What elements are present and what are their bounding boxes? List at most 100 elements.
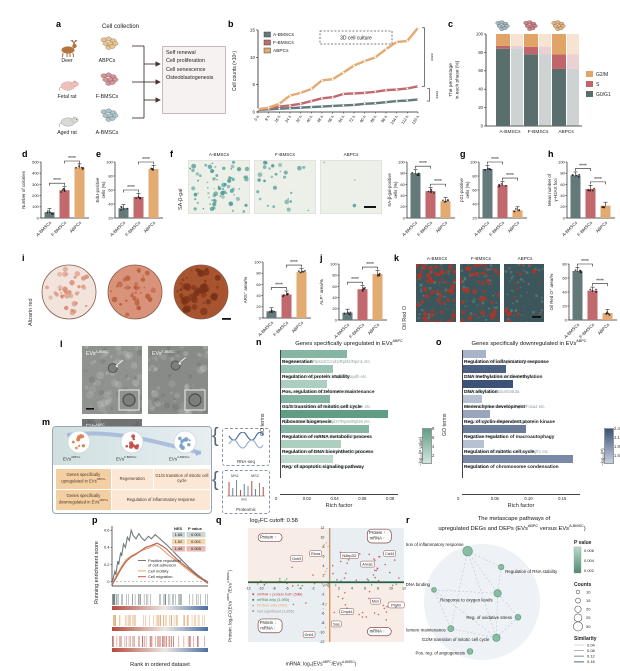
go-term-label: Regeneration [282,360,313,365]
panel-label-r: r [406,515,410,525]
svg-text:Cell migration: Cell migration [148,574,172,579]
svg-text:Protein ↓: Protein ↓ [260,620,277,625]
svg-text:F-BMSCs: F-BMSCs [124,220,142,238]
ev-summary-table: Genes specifically upregulated in EVsABP… [56,469,210,510]
svg-text:0.12: 0.12 [587,654,596,659]
animal-label: Aged rat [57,130,77,136]
svg-text:Regulation of RNA stability: Regulation of RNA stability [505,569,558,574]
svg-text:cells (%): cells (%) [101,181,106,198]
svg-text:F-BMSCs: F-BMSCs [272,320,290,338]
svg-text:Mean number of: Mean number of [547,173,552,206]
go-gene-list: Hnrnpa2b1/Ctnnb1/Tcp1/Xrn1/Cct6 etc. [282,389,356,394]
svg-text:15: 15 [250,28,256,33]
svg-text:Pos. reg. of angiogenesis: Pos. reg. of angiogenesis [415,650,465,655]
svg-text:ALP⁺ area/%: ALP⁺ area/% [319,279,324,305]
go-term-label: Regulation of DNA biosynthetic process [282,450,374,455]
panel-f-chart: 0 20 40 60 80 100 SA-β-gal-positive cells (%) A-… [386,148,458,260]
panel-label-h: h [548,149,554,159]
image-title: F-BMSCs [471,256,491,261]
sa-b-gal-bar-chart: 0 20 40 60 80 100 SA-β-gal-positive cells (%) A-… [386,156,458,265]
panel-label-m: m [42,417,51,427]
svg-text:****: **** [142,157,150,163]
svg-text:Protein ↑: Protein ↑ [369,530,386,535]
mass-spectrum-icon: MS1 MS2 m/z [225,472,267,507]
go-term-label: Regulation of inflammatory response [464,360,549,365]
svg-text:300: 300 [32,182,39,187]
go-gene-list: Hspa8/Rpl11/Hspbap1/Pfn1/Rpl23/Gapdh etc… [282,374,368,379]
svg-text:A-BMSCs: A-BMSCs [499,129,521,135]
panel-label-p: p [92,515,98,525]
svg-text:Anxa1: Anxa1 [362,563,373,567]
svg-text:0: 0 [37,215,40,220]
p21-bar-chart: 20 40 60 80 100 p21-positive cells (%) A-BMSCs F… [458,156,530,265]
svg-text:****: **** [432,91,438,99]
svg-text:-12: -12 [319,640,324,644]
svg-text:F-BMSCs: F-BMSCs [416,220,434,238]
svg-text:40: 40 [332,295,337,300]
svg-text:ABPCs: ABPCs [595,220,609,234]
svg-text:G2/M: G2/M [596,72,608,78]
go-gene-list: Zdbf2/Mta/Tdrd1/Ddx4/Gsk3a [464,389,520,394]
brace: { [212,469,219,491]
svg-text:40: 40 [478,87,483,92]
panel-d: d 0 100 200 300 400 500 Number of colonies A-BM… [20,148,92,260]
svg-text:EVsA-BMSC: EVsA-BMSC [86,350,109,357]
cells-label: ABPCs [98,58,116,64]
svg-text:****: **** [596,279,604,285]
svg-text:200: 200 [32,193,39,198]
go-up-chart: Regeneration Vim/Rpl18/Ybx3/Rps24/Ccnd1/R… [258,350,436,514]
svg-text:****: **** [427,53,433,61]
svg-text:3D cell culture: 3D cell culture [340,36,372,42]
panel-label-n: n [256,337,262,347]
svg-text:48 h: 48 h [316,114,325,123]
svg-text:64 h: 64 h [337,114,346,123]
go-term-label: Regulation of mitotic cell cycle [464,450,535,455]
svg-text:112 h: 112 h [400,114,410,125]
svg-text:20: 20 [332,306,337,311]
svg-text:Number of colonies: Number of colonies [21,170,26,209]
svg-text:-12: -12 [245,587,250,591]
svg-text:100: 100 [398,159,405,164]
svg-text:20: 20 [400,204,405,209]
go-term-label: DNA alkylation [464,390,498,395]
panel-k-chart: 0 20 40 60 80 Oil Red O⁺ area/% A-BMSCs F-BMSCs… [548,252,620,366]
svg-text:****: **** [434,179,442,185]
svg-text:60: 60 [478,68,483,73]
svg-text:0.08: 0.08 [587,648,596,653]
svg-text:ABPCs: ABPCs [273,48,289,54]
svg-text:MS2: MS2 [251,474,259,478]
svg-text:0.2: 0.2 [104,562,110,567]
svg-text:N4bp2l2: N4bp2l2 [342,554,356,558]
svg-text:80: 80 [560,171,565,176]
go-term-bar [462,365,506,373]
alizarin-red-dishes [40,262,238,329]
svg-text:G2/M transition of mitotic cel: G2/M transition of mitotic cell cycle [422,637,490,642]
svg-text:32 h: 32 h [294,114,303,123]
outcome-item: Self renewal [166,49,196,56]
svg-text:ABPCs: ABPCs [558,129,574,135]
a-bmscs-cells-icon [98,108,124,129]
svg-text:Cell counts (×10⁵): Cell counts (×10⁵) [232,51,238,91]
svg-text:100: 100 [476,31,484,36]
go-legend-title: −log₁₀(P) [600,448,605,466]
panel-j: j 0 20 40 60 80 100 ALP⁺ area/% A-BMSCs F-BMSCs A… [318,252,390,366]
svg-text:20: 20 [478,105,483,110]
svg-text:Regulation of inflammatory res: Regulation of inflammatory response [406,542,464,547]
svg-text:EdU-positive: EdU-positive [95,177,100,202]
svg-text:****: **** [581,259,589,265]
panel-h: h 0 20 40 60 80 100 Mean number of γ-H2AX foci A… [546,148,618,260]
h2ax-bar-chart: 0 20 40 60 80 100 Mean number of γ-H2AX foci A-B… [546,156,618,265]
panel-label-l: l [60,339,63,349]
sa-b-gal-side-label: SA-β-gal [178,188,184,210]
svg-text:12: 12 [320,526,324,530]
svg-text:****: **** [68,156,76,162]
svg-text:mRNA ↑: mRNA ↑ [370,628,385,633]
panel-i-chart: 0 20 40 60 80 100 ARS⁺ area/% A-BMSCs F-BMSCs ABP… [242,252,314,366]
metascape-title-2: upregulated DEGs and DEPs (EVsABPC versu… [438,524,586,532]
rich-factor-axis-label: Rich factor [507,503,535,509]
oil-red-o-bar-chart: 0 20 40 60 80 Oil Red O⁺ area/% A-BMSCs F-BMSCs… [548,258,620,367]
table-cell: Regeneration [111,469,153,489]
outcome-item: Osteoblastogenesis [166,75,214,81]
svg-text:-6: -6 [321,612,324,616]
